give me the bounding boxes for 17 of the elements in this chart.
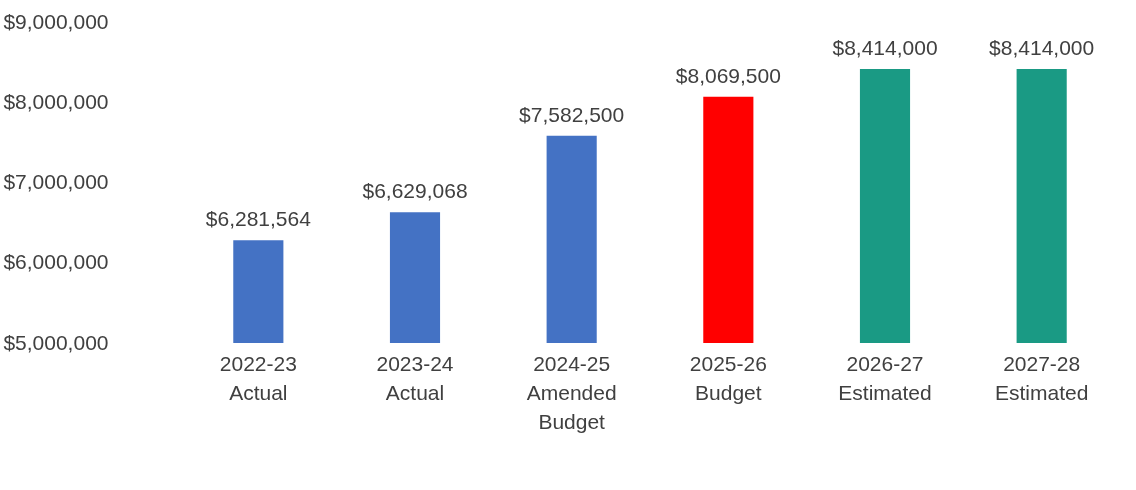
data-label: $8,414,000 bbox=[832, 36, 938, 60]
data-label: $6,281,564 bbox=[205, 207, 312, 231]
y-tick-label: $6,000,000 bbox=[3, 250, 109, 274]
x-tick-label: 2024-25 Amended Budget bbox=[526, 351, 617, 433]
data-label: $7,582,500 bbox=[519, 102, 625, 126]
data-label: $8,414,000 bbox=[989, 36, 1095, 60]
x-tick-label: 2026-27 Estimated bbox=[838, 351, 932, 404]
y-tick-label: $9,000,000 bbox=[3, 9, 109, 33]
data-label: $8,069,500 bbox=[675, 63, 781, 87]
x-tick-label: 2023-24 Actual bbox=[376, 351, 454, 404]
x-tick-label: 2022-23 Actual bbox=[219, 351, 297, 404]
data-label: $6,629,068 bbox=[362, 179, 468, 203]
y-tick-label: $8,000,000 bbox=[3, 89, 109, 113]
y-tick-label: $5,000,000 bbox=[3, 330, 109, 354]
x-tick-label: 2025-26 Budget bbox=[689, 351, 767, 404]
y-tick-label: $7,000,000 bbox=[3, 170, 109, 193]
x-tick-label: 2027-28 Estimated bbox=[994, 351, 1089, 404]
